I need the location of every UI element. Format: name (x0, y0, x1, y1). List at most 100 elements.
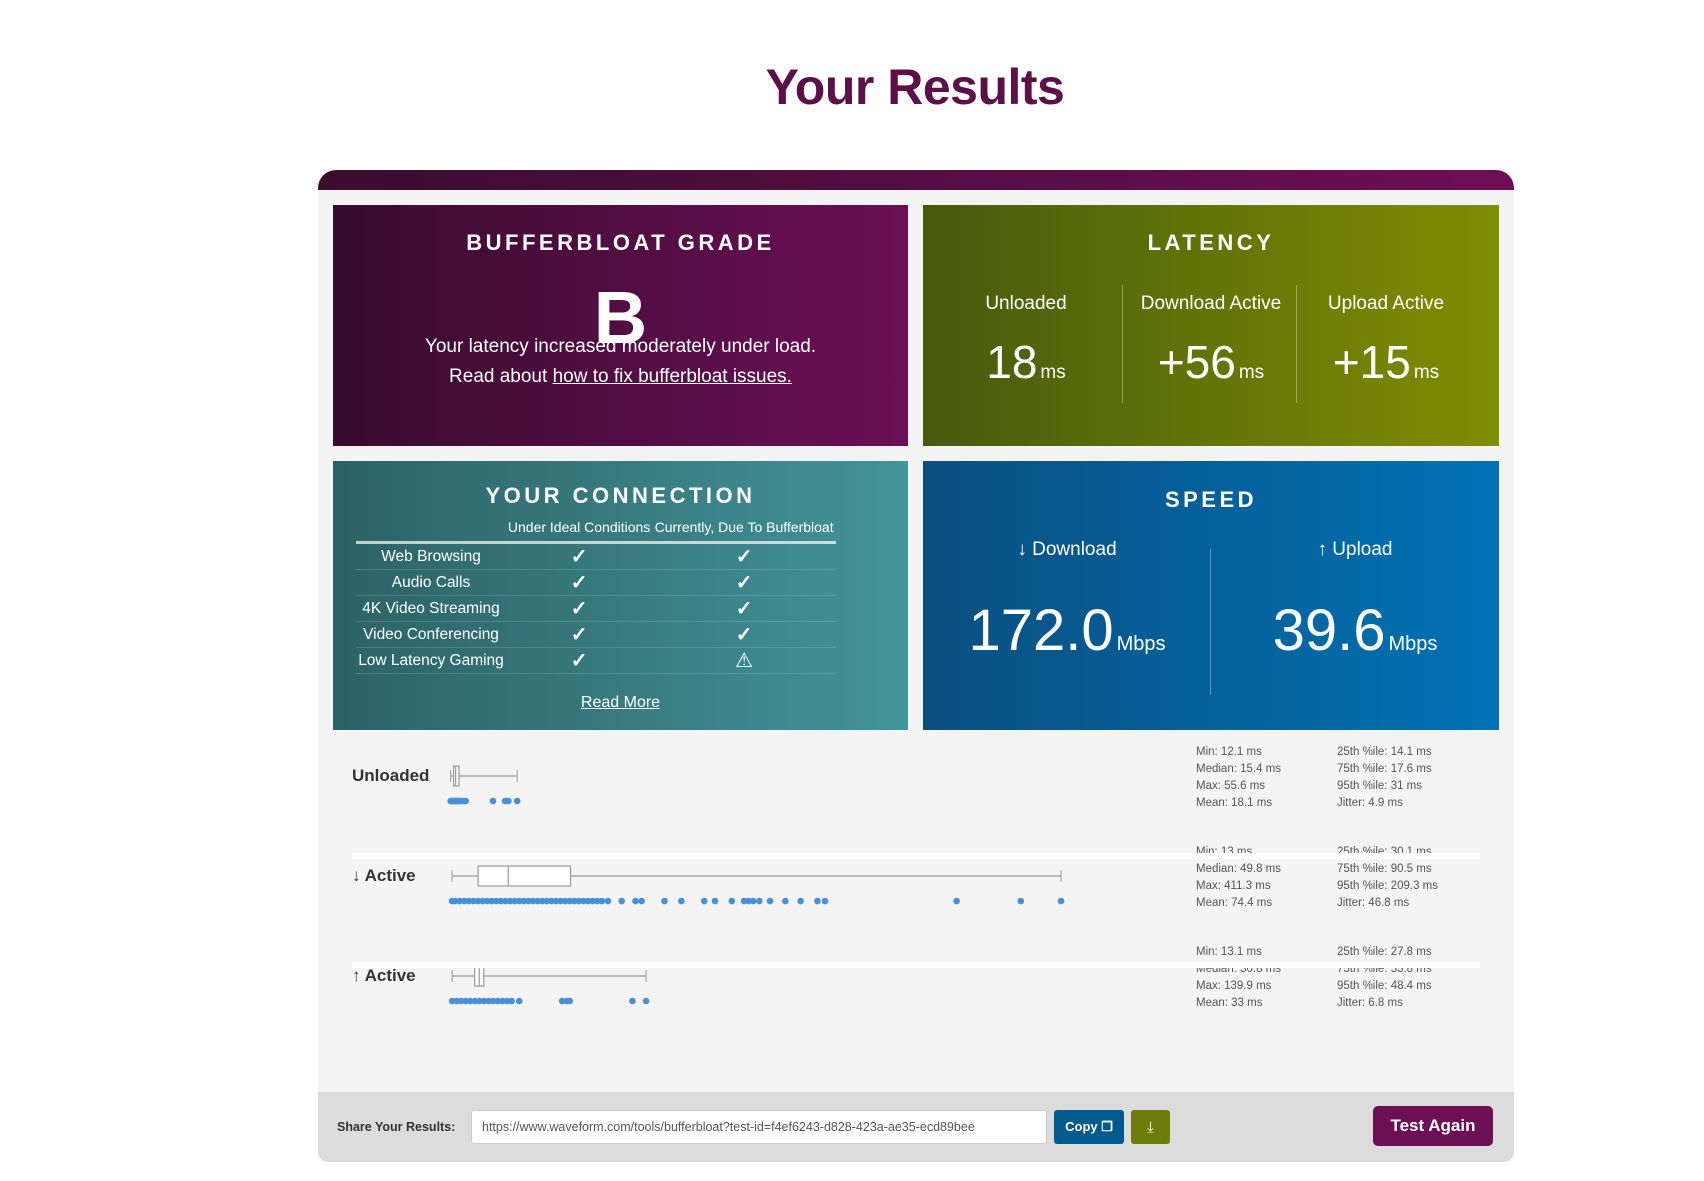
sample-dot (548, 897, 555, 905)
check-icon: ✓ (570, 546, 588, 568)
check-icon: ✓ (735, 598, 753, 620)
latency-unloaded: Unloaded 18 ms (938, 205, 1114, 446)
check-icon: ✓ (735, 546, 753, 568)
download-button[interactable]: ⤓ (1131, 1110, 1170, 1144)
stat: 25th %ile: 27.8 ms (1337, 946, 1432, 958)
connection-row: 4K Video Streaming ✓ ✓ (356, 595, 836, 622)
sample-dot (766, 897, 774, 905)
current-status: ✓ (652, 542, 836, 570)
copy-label: Copy (1065, 1119, 1098, 1134)
stat: Max: 411.3 ms (1196, 880, 1271, 892)
row-divider (352, 853, 1480, 859)
connection-title: YOUR CONNECTION (485, 483, 756, 508)
current-status: ✓ (652, 569, 836, 596)
stats-col-1: Min: 12.1 ms Median: 15.4 ms Max: 55.6 ms M… (1196, 744, 1281, 812)
unit: Mbps (1388, 633, 1438, 655)
stat: Mean: 33 ms (1196, 997, 1263, 1009)
service-name: Video Conferencing (356, 621, 506, 648)
stat: 75th %ile: 17.6 ms (1337, 763, 1432, 775)
sample-dot (538, 897, 546, 905)
stat: Mean: 18.1 ms (1196, 797, 1273, 809)
grade-title: BUFFERBLOAT GRADE (466, 230, 775, 255)
grade-panel: BUFFERBLOAT GRADE B Your latency increas… (333, 205, 908, 446)
sample-dot (515, 897, 523, 905)
stat: 95th %ile: 209.3 ms (1337, 880, 1439, 892)
check-icon: ✓ (735, 572, 753, 594)
service-name: Web Browsing (356, 542, 506, 570)
sample-dot (745, 897, 752, 905)
sample-dot (534, 897, 541, 905)
speed-panel: SPEED ↓ Download 172.0 Mbps ↑ Upload 39.6… (923, 461, 1499, 730)
copy-button[interactable]: Copy ❐ (1054, 1110, 1124, 1144)
sample-dot (460, 897, 468, 905)
sample-dot (499, 997, 506, 1005)
sample-dot (485, 997, 492, 1005)
card-top-bar (318, 170, 1514, 190)
connection-panel: YOUR CONNECTION Under Ideal Conditions Cu… (333, 461, 908, 730)
sample-dot (632, 897, 639, 905)
sample-dot (483, 897, 491, 905)
latency-distribution-row: ↑ Active Min: 13.1 ms Median: 30.8 ms Max: … (318, 890, 1514, 1009)
latency-download-active: Download Active +56 ms (1123, 205, 1299, 446)
sample-dot (494, 997, 502, 1005)
sample-dot (462, 797, 470, 805)
sample-dot (465, 897, 473, 905)
latency-value: +15 ms (1298, 335, 1474, 389)
divider (1210, 549, 1211, 695)
sample-dot (488, 897, 496, 905)
results-card: BUFFERBLOAT GRADE B Your latency increas… (318, 170, 1514, 1162)
sample-dot (529, 897, 537, 905)
blank-header (356, 519, 506, 544)
sample-dot (511, 897, 518, 905)
sample-dot (821, 897, 829, 905)
sample-dot (508, 997, 515, 1005)
stat: Jitter: 6.8 ms (1337, 997, 1403, 1009)
sample-dot (456, 897, 463, 905)
sample-dot (476, 997, 483, 1005)
sample-dot (638, 897, 645, 905)
row-label: ↑ Active (352, 966, 416, 985)
connection-row: Audio Calls ✓ ✓ (356, 569, 836, 596)
sample-dot (598, 897, 606, 905)
value: +56 (1157, 336, 1236, 388)
sample-dot (453, 997, 460, 1005)
box-plot (447, 765, 521, 805)
stats-col-1: Min: 13.1 ms Median: 30.8 ms Max: 139.9 ms… (1196, 944, 1281, 1012)
stats-col-2: 25th %ile: 27.8 ms 75th %ile: 33.8 ms 95th… (1337, 944, 1432, 1012)
share-url-input[interactable] (471, 1110, 1047, 1144)
iqr-box (477, 865, 572, 887)
sample-dot (740, 897, 748, 905)
fix-bufferbloat-link[interactable]: how to fix bufferbloat issues. (552, 366, 792, 387)
sample-dot (558, 997, 566, 1005)
sample-dot (557, 897, 564, 905)
sample-dot (618, 897, 626, 905)
sample-dot (525, 897, 532, 905)
warning-icon: ⚠ (735, 650, 754, 672)
current-status: ✓ (652, 595, 836, 622)
speed-download: ↓ Download 172.0 Mbps (923, 461, 1211, 730)
sample-dot (543, 897, 551, 905)
sample-dot (489, 797, 497, 805)
connection-row: Video Conferencing ✓ ✓ (356, 621, 836, 648)
sample-dot (593, 897, 601, 905)
ideal-status: ✓ (506, 542, 653, 570)
latency-title: LATENCY (1147, 230, 1275, 255)
read-more-link[interactable]: Read More (580, 694, 661, 711)
speed-upload: ↑ Upload 39.6 Mbps (1211, 461, 1499, 730)
stat: Median: 15.4 ms (1196, 763, 1282, 775)
sample-dot (1017, 897, 1025, 905)
value: +15 (1332, 336, 1411, 388)
sample-dot (814, 897, 821, 905)
share-bar: Share Your Results: Copy ❐ ⤓ Test Again (318, 1092, 1514, 1162)
test-again-button[interactable]: Test Again (1373, 1106, 1493, 1146)
sample-dot (749, 897, 757, 905)
check-icon: ✓ (570, 624, 588, 646)
sample-dot (513, 797, 521, 805)
sample-dot (552, 897, 560, 905)
sample-dot (566, 997, 574, 1005)
latency-panel: LATENCY Unloaded 18 ms Download Active +5… (923, 205, 1499, 446)
box-plot (448, 965, 650, 1005)
speed-title: SPEED (1164, 487, 1258, 512)
header-current: Currently, Due To Bufferbloat (652, 519, 836, 544)
latency-label: Upload Active (1327, 293, 1445, 314)
